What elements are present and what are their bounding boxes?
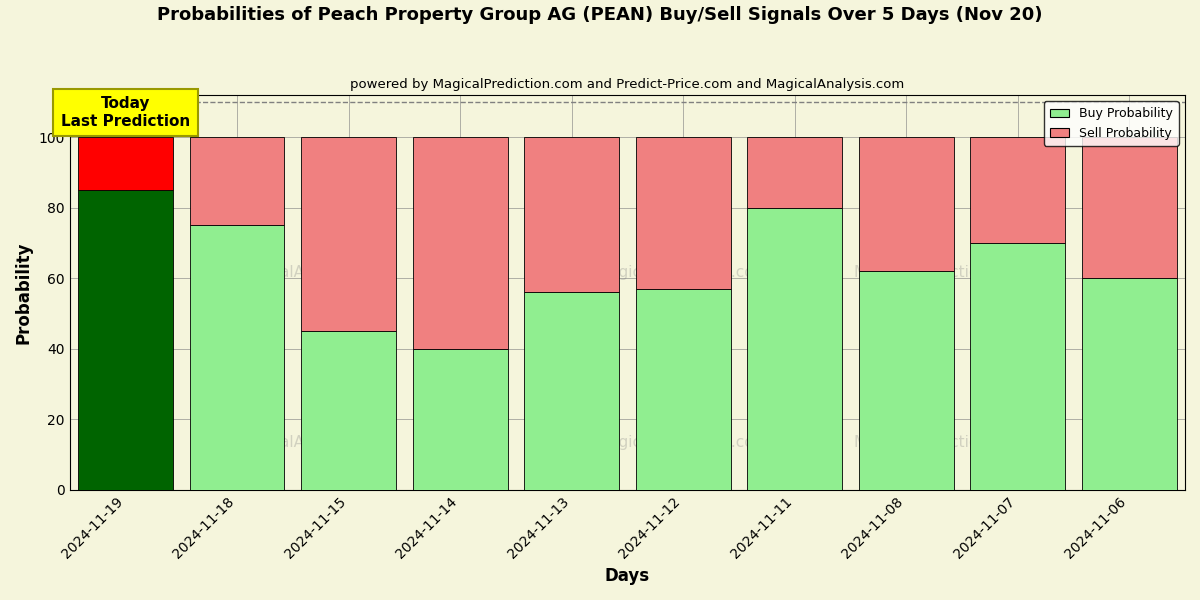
Bar xyxy=(524,137,619,292)
Text: MagicalPrediction.com: MagicalPrediction.com xyxy=(596,265,769,280)
Text: Today
Last Prediction: Today Last Prediction xyxy=(61,97,190,129)
Bar xyxy=(78,137,173,190)
Text: MagicalAnalysis.com: MagicalAnalysis.com xyxy=(235,435,395,450)
Text: MagicalAnalysis.com: MagicalAnalysis.com xyxy=(235,265,395,280)
Bar xyxy=(971,243,1066,490)
Bar xyxy=(413,137,508,349)
Legend: Buy Probability, Sell Probability: Buy Probability, Sell Probability xyxy=(1044,101,1178,146)
Text: MagicalPrediction.com: MagicalPrediction.com xyxy=(596,435,769,450)
Bar xyxy=(78,190,173,490)
Bar xyxy=(190,226,284,490)
Bar xyxy=(859,137,954,271)
Bar xyxy=(859,271,954,490)
Bar xyxy=(301,331,396,490)
Bar xyxy=(1082,278,1177,490)
Bar xyxy=(748,137,842,208)
Bar xyxy=(524,292,619,490)
Title: powered by MagicalPrediction.com and Predict-Price.com and MagicalAnalysis.com: powered by MagicalPrediction.com and Pre… xyxy=(350,78,905,91)
Text: MagicalPrediction.com: MagicalPrediction.com xyxy=(853,435,1026,450)
Text: MagicalPrediction.com: MagicalPrediction.com xyxy=(853,265,1026,280)
Bar xyxy=(636,137,731,289)
Bar xyxy=(301,137,396,331)
Y-axis label: Probability: Probability xyxy=(14,241,34,344)
Bar xyxy=(190,137,284,226)
Bar xyxy=(413,349,508,490)
X-axis label: Days: Days xyxy=(605,567,650,585)
Text: Probabilities of Peach Property Group AG (PEAN) Buy/Sell Signals Over 5 Days (No: Probabilities of Peach Property Group AG… xyxy=(157,6,1043,24)
Bar xyxy=(636,289,731,490)
Bar xyxy=(1082,137,1177,278)
Bar xyxy=(971,137,1066,243)
Bar xyxy=(748,208,842,490)
